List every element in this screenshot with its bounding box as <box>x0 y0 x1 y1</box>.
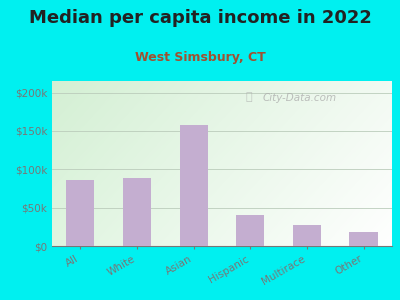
Bar <box>123 178 151 246</box>
Text: Median per capita income in 2022: Median per capita income in 2022 <box>28 9 372 27</box>
Bar <box>66 180 94 246</box>
Bar <box>180 125 208 246</box>
Bar <box>293 224 321 246</box>
Text: City-Data.com: City-Data.com <box>263 92 337 103</box>
Bar <box>350 232 378 246</box>
Text: West Simsbury, CT: West Simsbury, CT <box>135 51 265 64</box>
Bar <box>236 215 264 246</box>
Text: ⦿: ⦿ <box>246 92 252 102</box>
